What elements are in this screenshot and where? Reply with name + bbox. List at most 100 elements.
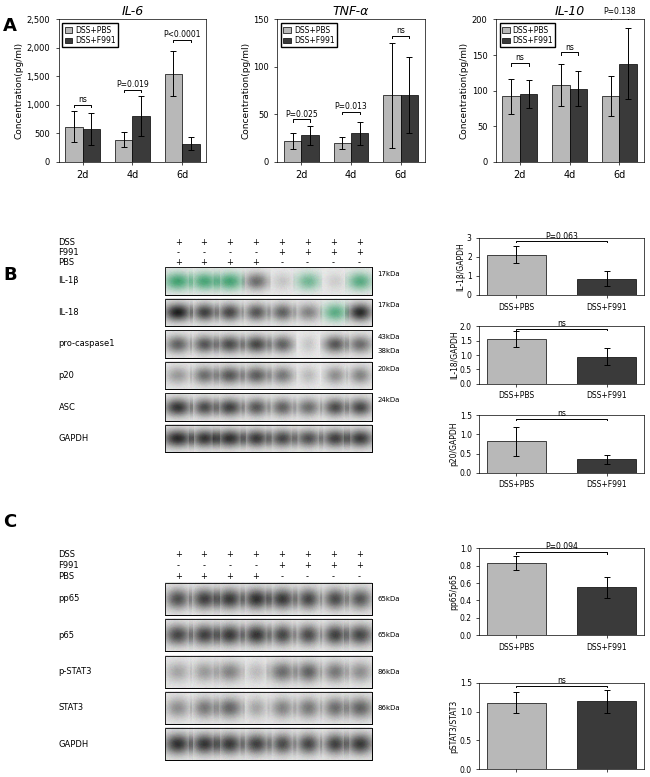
- Bar: [165, 619, 372, 651]
- Text: IL-18: IL-18: [58, 308, 79, 317]
- Text: DSS: DSS: [58, 549, 75, 559]
- Bar: [165, 583, 372, 615]
- Title: IL-10: IL-10: [554, 5, 585, 18]
- Y-axis label: pp65/p65: pp65/p65: [449, 573, 458, 610]
- Bar: [165, 692, 372, 724]
- Text: C: C: [3, 513, 16, 531]
- Text: -: -: [358, 258, 361, 267]
- Text: +: +: [175, 549, 182, 559]
- Text: +: +: [356, 248, 363, 257]
- Bar: [65, 127, 83, 162]
- Text: +: +: [330, 238, 337, 247]
- Bar: [333, 143, 351, 162]
- Text: p-STAT3: p-STAT3: [58, 667, 92, 676]
- Text: P=0.138: P=0.138: [603, 7, 636, 16]
- Text: +: +: [278, 238, 285, 247]
- Text: -: -: [280, 258, 283, 267]
- Text: 86kDa: 86kDa: [377, 668, 400, 674]
- Text: PBS: PBS: [58, 573, 75, 581]
- Text: +: +: [330, 549, 337, 559]
- Text: 17kDa: 17kDa: [377, 271, 400, 277]
- Text: -: -: [280, 573, 283, 581]
- Bar: [165, 267, 372, 294]
- Text: -: -: [332, 258, 335, 267]
- Text: ns: ns: [78, 95, 87, 104]
- Text: -: -: [203, 561, 205, 570]
- Text: 65kDa: 65kDa: [377, 632, 400, 638]
- Text: ns: ns: [515, 54, 525, 62]
- Bar: [164, 74, 182, 162]
- Text: +: +: [330, 248, 337, 257]
- Text: -: -: [228, 248, 231, 257]
- Y-axis label: IL-18/GAPDH: IL-18/GAPDH: [449, 331, 458, 379]
- Bar: [487, 340, 545, 384]
- Text: +: +: [175, 238, 182, 247]
- Text: P=0.025: P=0.025: [285, 110, 318, 119]
- Bar: [165, 361, 372, 389]
- Bar: [165, 692, 372, 724]
- Text: p20: p20: [58, 371, 74, 380]
- Text: +: +: [304, 238, 311, 247]
- Text: -: -: [228, 561, 231, 570]
- Text: -: -: [177, 248, 180, 257]
- Text: ns: ns: [557, 676, 566, 685]
- Text: 38kDa: 38kDa: [377, 348, 400, 354]
- Bar: [487, 703, 545, 769]
- Bar: [351, 134, 369, 162]
- Text: +: +: [201, 238, 207, 247]
- Text: pp65: pp65: [58, 594, 80, 603]
- Text: -: -: [254, 248, 257, 257]
- Bar: [165, 619, 372, 651]
- Y-axis label: pSTAT3/STAT3: pSTAT3/STAT3: [449, 699, 458, 753]
- Text: p65: p65: [58, 631, 75, 639]
- Bar: [83, 129, 100, 162]
- Text: STAT3: STAT3: [58, 703, 84, 713]
- Text: 65kDa: 65kDa: [377, 596, 400, 601]
- Legend: DSS+PBS, DSS+F991: DSS+PBS, DSS+F991: [62, 23, 118, 47]
- Bar: [577, 279, 636, 295]
- Bar: [301, 135, 318, 162]
- Text: +: +: [278, 248, 285, 257]
- Text: 86kDa: 86kDa: [377, 705, 400, 711]
- Text: F991: F991: [58, 561, 79, 570]
- Text: +: +: [226, 258, 233, 267]
- Bar: [487, 255, 545, 295]
- Bar: [577, 459, 636, 472]
- Text: -: -: [332, 573, 335, 581]
- Text: 43kDa: 43kDa: [377, 334, 400, 340]
- Legend: DSS+PBS, DSS+F991: DSS+PBS, DSS+F991: [500, 23, 556, 47]
- Text: -: -: [177, 561, 180, 570]
- Y-axis label: Concentration(pg/ml): Concentration(pg/ml): [241, 42, 250, 139]
- Y-axis label: Concentration(pg/ml): Concentration(pg/ml): [15, 42, 24, 139]
- Text: +: +: [304, 248, 311, 257]
- Bar: [552, 85, 569, 162]
- Bar: [165, 298, 372, 326]
- Bar: [165, 330, 372, 358]
- Text: IL-1β: IL-1β: [58, 277, 79, 285]
- Y-axis label: IL-1β/GAPDH: IL-1β/GAPDH: [456, 242, 465, 291]
- Bar: [165, 728, 372, 761]
- Text: -: -: [306, 258, 309, 267]
- Bar: [577, 357, 636, 384]
- Bar: [182, 144, 200, 162]
- Bar: [165, 267, 372, 294]
- Bar: [165, 656, 372, 688]
- Text: +: +: [201, 549, 207, 559]
- Text: ns: ns: [396, 26, 405, 35]
- Bar: [619, 64, 637, 162]
- Text: +: +: [201, 573, 207, 581]
- Text: +: +: [278, 561, 285, 570]
- Text: P=0.063: P=0.063: [545, 232, 578, 241]
- Bar: [577, 587, 636, 635]
- Bar: [165, 583, 372, 615]
- Text: +: +: [226, 549, 233, 559]
- Bar: [284, 141, 301, 162]
- Text: pro-caspase1: pro-caspase1: [58, 340, 115, 348]
- Text: -: -: [358, 573, 361, 581]
- Text: +: +: [252, 549, 259, 559]
- Bar: [165, 330, 372, 358]
- Text: +: +: [330, 561, 337, 570]
- Text: DSS: DSS: [58, 238, 75, 247]
- Text: GAPDH: GAPDH: [58, 434, 89, 443]
- Bar: [487, 563, 545, 635]
